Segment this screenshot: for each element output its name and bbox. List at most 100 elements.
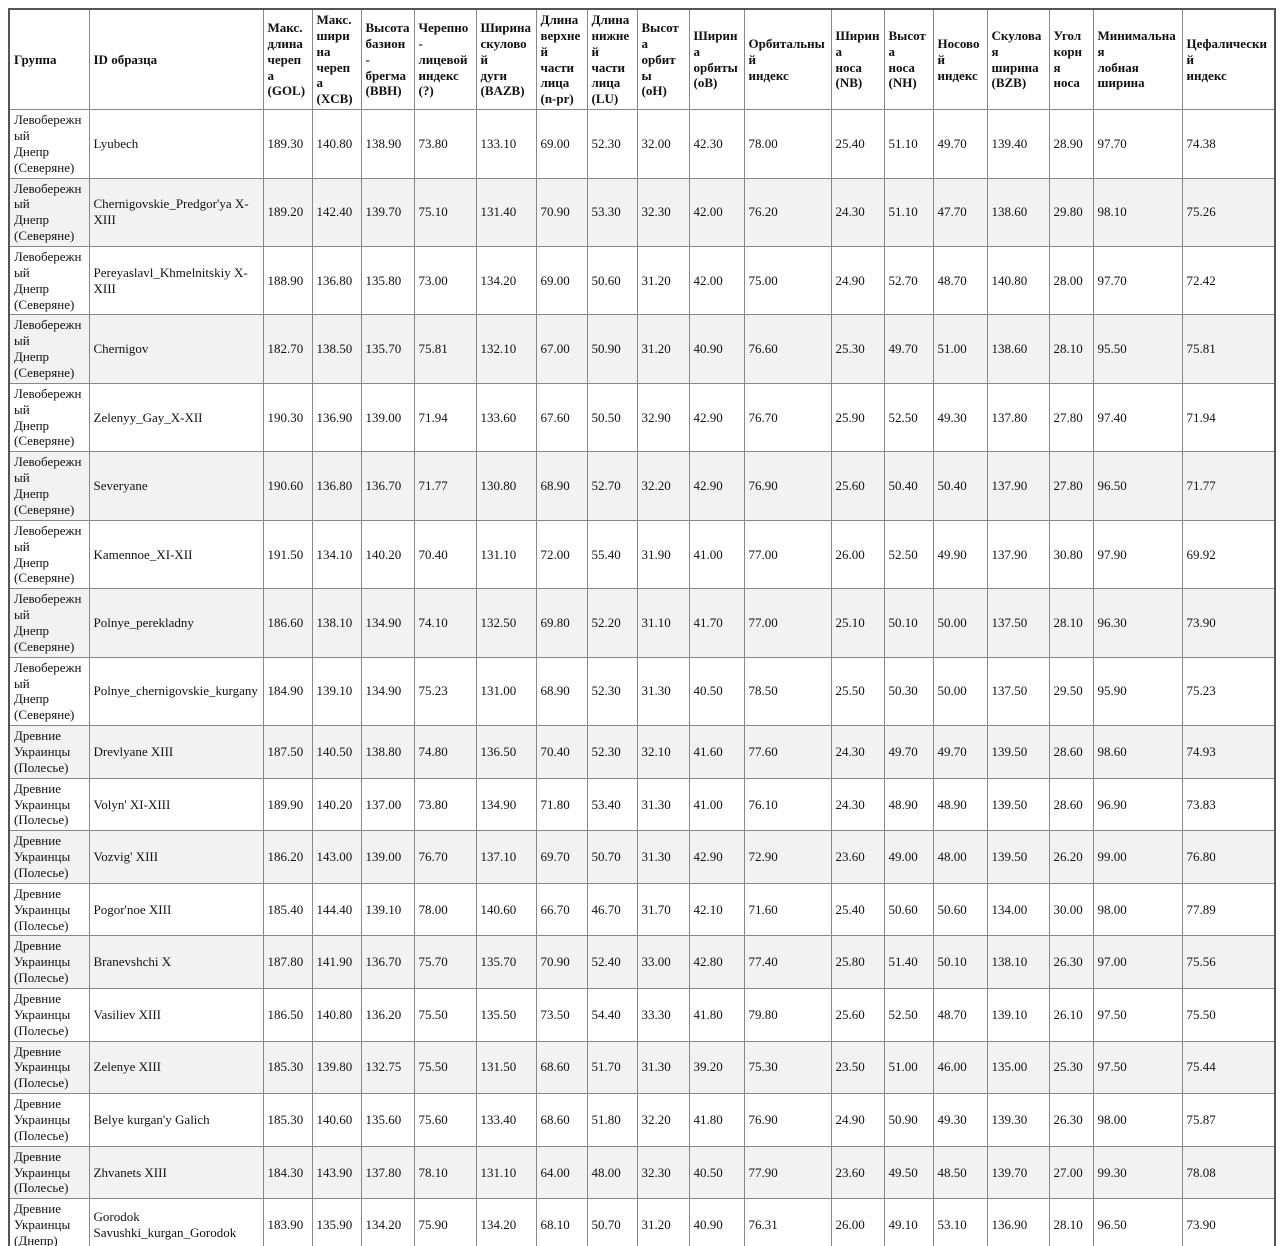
- value-cell: 134.90: [360, 588, 415, 658]
- column-header-craniofacial-index: Черепно- лицевой индекс (?): [413, 8, 477, 111]
- value-cell: 139.10: [360, 882, 415, 937]
- value-cell: 136.80: [311, 246, 362, 316]
- value-cell: 75.23: [1181, 656, 1276, 727]
- value-cell: 28.10: [1048, 1198, 1094, 1246]
- value-cell: 73.83: [1181, 777, 1276, 832]
- group-cell: Левобережный Днепр (Северяне): [8, 109, 90, 179]
- value-cell: 139.10: [311, 656, 362, 727]
- value-cell: 131.10: [475, 519, 537, 590]
- value-cell: 98.00: [1092, 1093, 1183, 1147]
- value-cell: 68.60: [535, 1093, 588, 1147]
- value-cell: 67.00: [535, 314, 588, 384]
- value-cell: 139.70: [986, 1145, 1050, 1200]
- table-row: Левобережный Днепр (Северяне) Polnye_che…: [8, 656, 1276, 727]
- value-cell: 77.90: [743, 1145, 832, 1200]
- value-cell: 50.70: [586, 830, 638, 884]
- value-cell: 139.70: [360, 177, 415, 248]
- group-cell: Древние Украинцы (Полесье): [8, 830, 90, 884]
- value-cell: 71.80: [535, 777, 588, 832]
- value-cell: 48.00: [932, 830, 988, 884]
- value-cell: 31.20: [636, 1198, 690, 1246]
- value-cell: 50.60: [586, 246, 638, 316]
- value-cell: 50.30: [883, 656, 934, 727]
- value-cell: 139.10: [986, 987, 1050, 1042]
- group-cell: Левобережный Днепр (Северяне): [8, 314, 90, 384]
- value-cell: 73.50: [535, 987, 588, 1042]
- value-cell: 27.80: [1048, 382, 1094, 453]
- value-cell: 26.30: [1048, 1093, 1094, 1147]
- value-cell: 67.60: [535, 382, 588, 453]
- value-cell: 51.70: [586, 1040, 638, 1095]
- value-cell: 75.26: [1181, 177, 1276, 248]
- value-cell: 73.90: [1181, 588, 1276, 658]
- value-cell: 25.60: [830, 987, 885, 1042]
- value-cell: 139.50: [986, 777, 1050, 832]
- value-cell: 26.30: [1048, 935, 1094, 989]
- value-cell: 50.90: [586, 314, 638, 384]
- value-cell: 135.00: [986, 1040, 1050, 1095]
- craniometric-table: Группа ID образца Макс. длина черепа (GO…: [8, 8, 1276, 1246]
- group-cell: Левобережный Днепр (Северяне): [8, 656, 90, 727]
- value-cell: 33.30: [636, 987, 690, 1042]
- value-cell: 52.30: [586, 725, 638, 779]
- value-cell: 26.20: [1048, 830, 1094, 884]
- value-cell: 75.70: [413, 935, 477, 989]
- group-cell: Древние Украинцы (Полесье): [8, 1040, 90, 1095]
- value-cell: 140.60: [311, 1093, 362, 1147]
- value-cell: 25.30: [830, 314, 885, 384]
- value-cell: 50.00: [932, 588, 988, 658]
- value-cell: 69.00: [535, 246, 588, 316]
- value-cell: 137.80: [360, 1145, 415, 1200]
- value-cell: 130.80: [475, 451, 537, 521]
- value-cell: 68.10: [535, 1198, 588, 1246]
- value-cell: 26.00: [830, 1198, 885, 1246]
- group-cell: Древние Украинцы (Полесье): [8, 882, 90, 937]
- value-cell: 98.60: [1092, 725, 1183, 779]
- value-cell: 75.10: [413, 177, 477, 248]
- group-cell: Левобережный Днепр (Северяне): [8, 246, 90, 316]
- value-cell: 52.30: [586, 109, 638, 179]
- column-header-sample-id: ID образца: [88, 8, 264, 111]
- table-row: Древние Украинцы (Полесье) Vozvig' XIII …: [8, 830, 1276, 884]
- value-cell: 52.30: [586, 656, 638, 727]
- value-cell: 141.90: [311, 935, 362, 989]
- value-cell: 136.90: [311, 382, 362, 453]
- value-cell: 70.40: [413, 519, 477, 590]
- sample-id-cell: Zelenye XIII: [88, 1040, 264, 1095]
- value-cell: 139.30: [986, 1093, 1050, 1147]
- column-header-nh: Высота носа (NH): [883, 8, 934, 111]
- value-cell: 25.90: [830, 382, 885, 453]
- value-cell: 140.80: [311, 109, 362, 179]
- value-cell: 72.00: [535, 519, 588, 590]
- value-cell: 50.10: [932, 935, 988, 989]
- value-cell: 97.70: [1092, 109, 1183, 179]
- value-cell: 187.80: [262, 935, 313, 989]
- value-cell: 25.40: [830, 882, 885, 937]
- value-cell: 190.60: [262, 451, 313, 521]
- table-header: Группа ID образца Макс. длина черепа (GO…: [8, 8, 1276, 111]
- value-cell: 138.50: [311, 314, 362, 384]
- value-cell: 28.10: [1048, 314, 1094, 384]
- value-cell: 50.50: [586, 382, 638, 453]
- value-cell: 131.10: [475, 1145, 537, 1200]
- value-cell: 32.30: [636, 177, 690, 248]
- column-header-oh: Высота орбиты (oH): [636, 8, 690, 111]
- table-row: Древние Украинцы (Полесье) Pogor'noe XII…: [8, 882, 1276, 937]
- table-row: Древние Украинцы (Полесье) Volyn' XI-XII…: [8, 777, 1276, 832]
- table-row: Левобережный Днепр (Северяне) Chernigovs…: [8, 177, 1276, 248]
- value-cell: 76.20: [743, 177, 832, 248]
- value-cell: 138.60: [986, 314, 1050, 384]
- group-cell: Левобережный Днепр (Северяне): [8, 451, 90, 521]
- value-cell: 75.56: [1181, 935, 1276, 989]
- table-row: Левобережный Днепр (Северяне) Severyane …: [8, 451, 1276, 521]
- value-cell: 23.50: [830, 1040, 885, 1095]
- value-cell: 134.20: [475, 246, 537, 316]
- table-row: Древние Украинцы (Полесье) Zelenye XIII …: [8, 1040, 1276, 1095]
- value-cell: 49.70: [883, 314, 934, 384]
- value-cell: 74.38: [1181, 109, 1276, 179]
- value-cell: 24.30: [830, 777, 885, 832]
- value-cell: 46.70: [586, 882, 638, 937]
- table-row: Левобережный Днепр (Северяне) Pereyaslav…: [8, 246, 1276, 316]
- value-cell: 28.60: [1048, 725, 1094, 779]
- value-cell: 71.77: [413, 451, 477, 521]
